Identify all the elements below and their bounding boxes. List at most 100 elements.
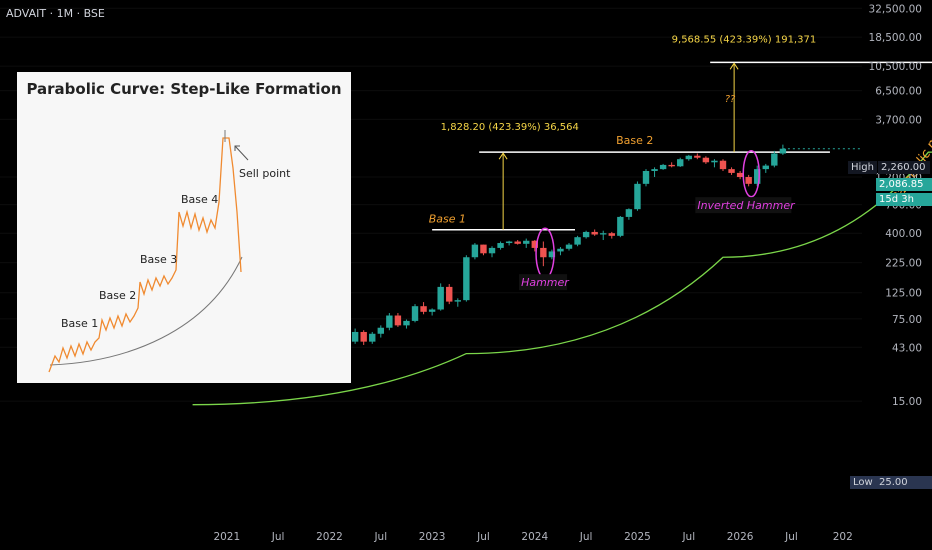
inverted-hammer-ellipse	[742, 149, 760, 198]
candle-body	[608, 233, 615, 236]
candle-body	[428, 309, 436, 312]
candle-body	[463, 257, 470, 301]
y-tick-label: 10,500.00	[869, 61, 922, 73]
inset-base3: Base 3	[140, 253, 178, 266]
candle-body	[668, 164, 675, 167]
candle-body	[420, 306, 427, 312]
x-tick-label: 2023	[419, 531, 446, 543]
hammer-label: Hammer	[521, 276, 570, 289]
countdown-tag: 15d 3h	[876, 193, 932, 206]
inset-title: Parabolic Curve: Step-Like Formation	[26, 80, 342, 98]
candle-body	[480, 244, 487, 254]
inset-base2: Base 2	[99, 289, 137, 302]
last-price-tag: 2,086.85	[876, 178, 932, 191]
y-tick-label: 400.00	[885, 228, 922, 240]
y-tick-label: 3,700.00	[875, 114, 922, 126]
candle-body	[736, 172, 744, 178]
x-tick-label: Jul	[373, 531, 387, 543]
y-tick-label: 75.00	[892, 314, 922, 326]
candle-body	[386, 315, 393, 328]
x-tick-label: 2026	[727, 531, 754, 543]
candle-body	[779, 148, 787, 154]
candle-body	[360, 331, 367, 342]
candle-body	[471, 244, 479, 258]
x-tick-label: 2024	[521, 531, 548, 543]
sell-arrow-icon	[234, 145, 249, 161]
candle-body	[437, 286, 444, 310]
candle-body	[403, 320, 410, 326]
candle-body	[582, 231, 590, 238]
y-tick-label: 125.00	[885, 288, 922, 300]
curve-path	[192, 151, 932, 406]
inset-base4: Base 4	[181, 193, 219, 206]
candle-body	[694, 155, 701, 158]
inset-sell-point: Sell point	[239, 167, 291, 180]
candle-body	[497, 243, 504, 248]
inverted-hammer-label: Inverted Hammer	[697, 199, 796, 212]
low-label: Low	[850, 476, 876, 489]
hammer-bg	[519, 274, 568, 291]
candle-body	[548, 251, 556, 258]
base1-label: Base 1	[429, 213, 466, 226]
candle-body	[565, 244, 573, 249]
candle-body	[771, 153, 778, 166]
candle-body	[754, 169, 761, 184]
candle-body	[728, 169, 735, 173]
measure2-label: 9,568.55 (423.39%) 191,371	[672, 34, 817, 45]
measure1-arrowhead-icon	[498, 152, 508, 160]
candle-body	[514, 241, 521, 244]
x-tick-label: Jul	[476, 531, 490, 543]
x-tick-label: Jul	[579, 531, 593, 543]
candle-body	[745, 177, 752, 184]
candle-body	[711, 160, 718, 163]
question-label: ??	[725, 94, 736, 105]
y-tick-label: 32,500.00	[869, 3, 922, 15]
x-tick-label: 2022	[316, 531, 343, 543]
candle-body	[540, 247, 547, 258]
y-tick-label: 225.00	[885, 258, 922, 270]
high-label: High	[848, 161, 877, 174]
y-tick-label: 6,500.00	[875, 86, 922, 98]
x-tick-label: 202	[833, 531, 853, 543]
measure2-arrowhead-icon	[729, 62, 739, 70]
candle-body	[634, 183, 641, 210]
candle-body	[651, 169, 658, 171]
candle-body	[446, 286, 453, 302]
candle-body	[557, 248, 564, 252]
candle-body	[454, 300, 461, 302]
inset-price-line	[48, 137, 242, 373]
candle-body	[600, 233, 607, 235]
inverted-hammer-bg	[695, 197, 792, 214]
candle-body	[702, 157, 710, 163]
annotation-lines	[432, 61, 932, 231]
candle-body	[377, 327, 384, 334]
candle-body	[677, 159, 684, 167]
x-axis[interactable]: 2021 Jul 2022 Jul 2023 Jul 2024 Jul 2025 Jul 2026 J…	[213, 531, 852, 543]
candle-body	[523, 240, 530, 244]
parabolic-curve	[192, 151, 932, 406]
candle-body	[369, 333, 376, 342]
candle-body	[591, 231, 598, 235]
candle-body	[719, 160, 727, 170]
inset-diagram: Parabolic Curve: Step-Like Formation Bas…	[17, 72, 351, 383]
candle-body	[685, 155, 692, 160]
x-tick-label: Jul	[784, 531, 798, 543]
inset-curve	[49, 256, 243, 366]
candle-body	[488, 247, 496, 254]
sell-arrowhead-icon	[234, 145, 240, 151]
candle-body	[659, 164, 667, 170]
candle-body	[625, 209, 633, 217]
y-tick-label: 18,500.00	[869, 32, 922, 44]
candle-body	[642, 170, 650, 184]
x-tick-label: 2025	[624, 531, 651, 543]
x-tick-label: Jul	[681, 531, 695, 543]
candle-body	[505, 241, 513, 244]
y-tick-label: 15.00	[892, 396, 922, 408]
y-tick-label: 43.00	[892, 342, 922, 354]
candle-body	[394, 315, 402, 326]
x-tick-label: 2021	[213, 531, 240, 543]
inset-drawing	[48, 130, 249, 373]
inset-base1: Base 1	[61, 317, 99, 330]
candle-body	[531, 240, 538, 248]
